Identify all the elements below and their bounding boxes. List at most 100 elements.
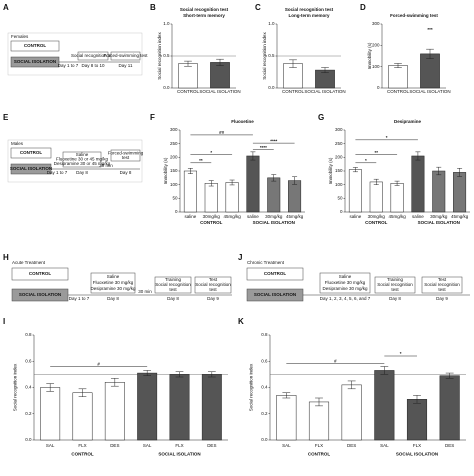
x-tick-label: 30mg/kg xyxy=(265,214,283,219)
y-tick-label: 100 xyxy=(372,64,380,69)
x-tick-label: SOCIAL ISOLATION xyxy=(409,89,450,94)
error-bar xyxy=(282,392,291,399)
error-bar xyxy=(229,179,235,186)
y-tick-label: 50 xyxy=(337,196,343,201)
group-label: SOCIAL ISOLATION xyxy=(158,451,200,456)
error-bar xyxy=(289,59,297,68)
group-label: CONTROL xyxy=(308,451,330,456)
error-bar xyxy=(347,380,356,390)
panel-label: I xyxy=(3,317,5,326)
bar xyxy=(406,399,428,441)
error-bar xyxy=(250,151,256,161)
error-bar xyxy=(321,67,329,73)
step: Desipramine 30 mg/kg xyxy=(322,286,368,291)
day: Day 11 xyxy=(119,63,133,68)
y-tick-label: 0 xyxy=(377,85,380,90)
bar xyxy=(439,375,460,441)
error-bar xyxy=(143,370,152,376)
step: Fluoxetine 30 mg/kg xyxy=(93,280,134,285)
error-bar xyxy=(373,178,379,185)
group-label: CONTROL xyxy=(200,220,222,225)
step: Training xyxy=(165,277,182,282)
group: Males xyxy=(11,141,24,146)
step: Saline xyxy=(107,274,120,279)
step: Test xyxy=(209,277,218,282)
y-tick-label: 0.4 xyxy=(261,385,268,390)
bar xyxy=(178,63,198,89)
frame xyxy=(7,32,143,76)
diagram-e: Males CONTROL SOCIAL ISOLATION Day 1 to … xyxy=(7,139,144,183)
y-tick-label: 0.8 xyxy=(261,332,268,337)
x-tick-label: SOCIAL ISOLATION xyxy=(199,89,240,94)
group: Acute Treatment xyxy=(12,260,46,265)
day: Day 8 xyxy=(389,296,401,301)
bar xyxy=(369,181,383,213)
frame xyxy=(7,139,143,183)
step: test xyxy=(122,155,130,160)
y-tick-label: 250 xyxy=(335,141,343,146)
day: Day 8 xyxy=(107,296,119,301)
annotation: # xyxy=(334,359,337,364)
step: test xyxy=(209,287,217,292)
box xyxy=(374,276,416,294)
bar xyxy=(341,384,362,441)
annotation: **** xyxy=(270,138,277,143)
panel-label: H xyxy=(3,253,9,262)
y-tick-label: 200 xyxy=(335,155,343,160)
error-bar xyxy=(78,388,87,397)
step: Social recognition xyxy=(377,282,413,287)
error-bar xyxy=(426,48,434,59)
error-bar xyxy=(413,395,421,404)
chart-title: Social recognition test xyxy=(285,7,334,12)
error-bar xyxy=(445,372,454,379)
y-axis-label: Social recognition index xyxy=(248,363,253,411)
step: Social recognition xyxy=(195,282,231,287)
y-tick-label: 0 xyxy=(340,209,343,214)
x-tick-label: 30mg/kg xyxy=(430,214,448,219)
x-tick-label: FLX xyxy=(413,443,421,448)
x-tick-label: 45mg/kg xyxy=(451,214,469,219)
bar xyxy=(183,170,197,213)
error-bar xyxy=(292,176,298,185)
diagram-j: Chronic Treatment CONTROL SOCIAL ISOLATI… xyxy=(246,260,470,302)
bar xyxy=(225,182,239,213)
bar xyxy=(204,183,218,213)
annotation: * xyxy=(210,150,212,155)
x-tick-label: SAL xyxy=(380,443,389,448)
error-bar xyxy=(216,58,224,66)
error-bar xyxy=(110,378,119,387)
x-tick-label: SOCIAL ISOLATION xyxy=(304,89,345,94)
box-label: SOCIAL ISOLATION xyxy=(10,166,52,171)
y-axis-label: Social recognition index xyxy=(157,31,162,79)
y-tick-label: 0.2 xyxy=(25,411,32,416)
box-label: SOCIAL ISOLATION xyxy=(14,59,56,64)
chart-title: Social recognition test xyxy=(180,7,229,12)
y-tick-label: 300 xyxy=(372,21,380,26)
bar xyxy=(137,372,158,441)
x-tick-label: SAL xyxy=(282,443,291,448)
box xyxy=(62,151,102,168)
error-bar xyxy=(436,166,442,176)
bar xyxy=(276,395,297,441)
group-label: CONTROL xyxy=(365,220,387,225)
y-tick-label: 100 xyxy=(170,182,178,187)
box xyxy=(10,147,52,159)
panel-label: K xyxy=(238,317,244,326)
day: Day 8 xyxy=(167,296,179,301)
period: Day 1 to 7 xyxy=(47,170,68,175)
y-tick-label: 300 xyxy=(170,127,178,132)
annotation: * xyxy=(400,351,402,356)
bar xyxy=(40,387,61,441)
chart-title: Desipramine xyxy=(394,119,422,124)
error-bar xyxy=(175,371,184,378)
y-tick-label: 250 xyxy=(170,141,178,146)
y-tick-label: 1.0 xyxy=(163,21,170,26)
box xyxy=(246,267,304,281)
x-tick-label: FLX xyxy=(78,443,86,448)
error-bar xyxy=(207,371,216,378)
bar xyxy=(420,53,440,89)
x-tick-label: FLX xyxy=(175,443,183,448)
x-tick-label: 30mg/kg xyxy=(203,214,221,219)
box xyxy=(11,267,69,281)
x-tick-label: saline xyxy=(350,214,362,219)
